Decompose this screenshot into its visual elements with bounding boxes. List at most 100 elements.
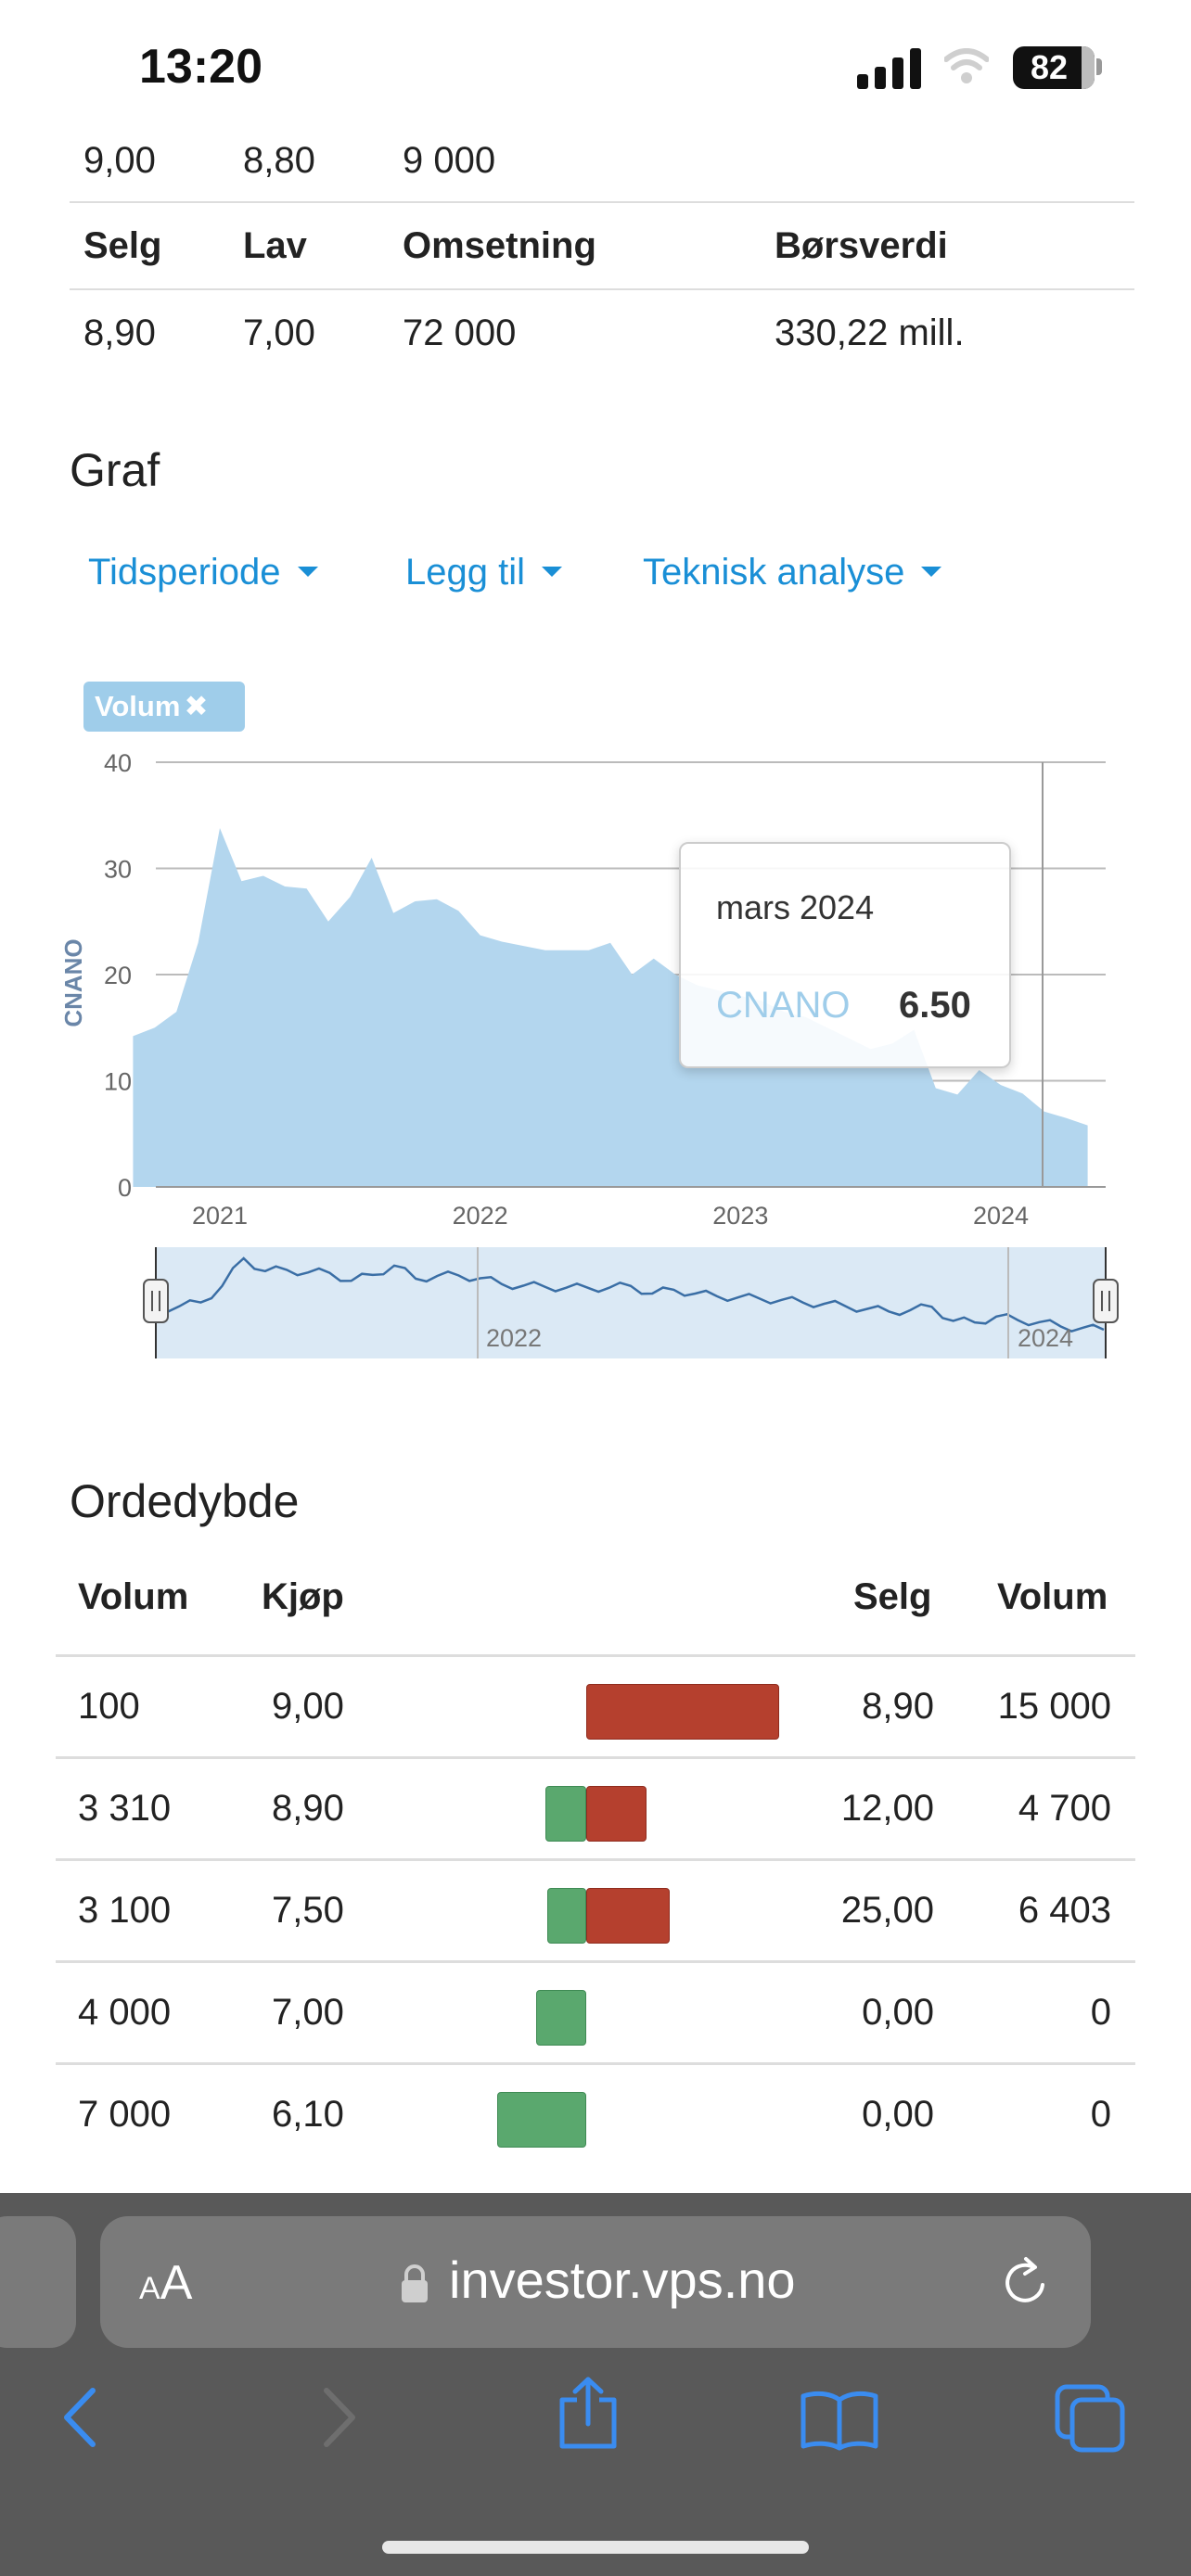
buy-price-cell: 6,10 [272, 2094, 344, 2135]
sell-depth-bar [586, 1786, 647, 1842]
x-tick-label: 2022 [453, 1202, 508, 1230]
buy-depth-bar [497, 2092, 586, 2148]
buy-volume-cell: 3 100 [78, 1890, 172, 1931]
y-tick-label: 30 [104, 856, 132, 884]
quote-value: 9,00 [83, 140, 156, 181]
buy-volume-cell: 100 [78, 1686, 140, 1727]
divider [70, 288, 1134, 290]
bookmarks-icon[interactable] [800, 2389, 879, 2452]
status-bar: 13:20 82 [0, 0, 1191, 139]
chart-axes: 2021 2022 2023 2024 [156, 1186, 1106, 1230]
buy-depth-bar [547, 1888, 586, 1944]
x-tick-label: 2023 [712, 1202, 768, 1230]
forward-icon[interactable] [315, 2385, 362, 2450]
orderbook-title: Ordedybde [70, 1475, 300, 1527]
buy-price-cell: 7,00 [272, 1992, 344, 2033]
graph-title: Graf [70, 444, 160, 496]
header-borsverdi: Børsverdi [775, 225, 948, 266]
sell-price-cell: 0,00 [862, 2094, 934, 2135]
header-sell: Selg [853, 1576, 932, 1617]
buy-price-cell: 8,90 [272, 1788, 344, 1829]
buy-depth-bar [545, 1786, 586, 1842]
close-icon[interactable]: ✖ [184, 690, 209, 722]
tooltip-date: mars 2024 [716, 888, 875, 926]
tooltip-value: 6.50 [899, 985, 971, 1026]
wifi-icon [944, 48, 989, 83]
dropdown-label: Teknisk analyse [643, 552, 905, 593]
dropdown-legg-til[interactable]: Legg til [405, 552, 562, 593]
tabs-icon[interactable] [1054, 2383, 1128, 2454]
previous-tab-preview[interactable] [0, 2216, 76, 2348]
sell-price-cell: 8,90 [862, 1686, 934, 1727]
caret-down-icon [541, 566, 562, 577]
chart-tooltip: mars 2024 CNANO 6.50 [679, 842, 1011, 1068]
navigator-right-handle[interactable] [1093, 1279, 1119, 1323]
price-chart[interactable]: 40 30 20 10 0 2021 2022 2023 2024 CNANO 2022 20… [0, 733, 1191, 1382]
buy-depth-bar [536, 1990, 586, 2046]
sell-volume-cell: 0 [1090, 1992, 1111, 2033]
quote-value: 7,00 [243, 312, 315, 353]
navigator-series [157, 1256, 1105, 1333]
divider [56, 2062, 1135, 2065]
sell-price-cell: 12,00 [840, 1788, 934, 1829]
header-lav: Lav [243, 225, 307, 266]
battery-level: 82 [1030, 48, 1069, 86]
quote-value: 330,22 mill. [775, 312, 965, 353]
buy-volume-cell: 7 000 [78, 2094, 172, 2135]
battery-icon: 82 [1013, 46, 1095, 89]
share-icon[interactable] [555, 2376, 621, 2450]
dropdown-teknisk-analyse[interactable]: Teknisk analyse [643, 552, 942, 593]
caret-down-icon [921, 566, 942, 577]
y-tick-label: 20 [104, 962, 132, 989]
tooltip-series: CNANO [716, 985, 851, 1026]
home-indicator [382, 2541, 809, 2554]
quote-value: 8,80 [243, 140, 315, 181]
back-icon[interactable] [58, 2385, 104, 2450]
y-axis-title: CNANO [59, 938, 87, 1027]
reload-icon[interactable] [998, 2253, 1054, 2313]
sell-volume-cell: 0 [1090, 2094, 1111, 2135]
url-text[interactable]: investor.vps.no [449, 2251, 796, 2309]
series-area-cnano [133, 828, 1088, 1187]
header-sell-volume: Volum [997, 1576, 1108, 1617]
clock: 13:20 [139, 40, 263, 94]
navigator-label: 2024 [1018, 1324, 1073, 1352]
quote-value: 9 000 [403, 140, 496, 181]
divider [56, 1654, 1135, 1657]
buy-price-cell: 7,50 [272, 1890, 344, 1931]
header-buy: Kjøp [262, 1576, 344, 1617]
quote-value: 8,90 [83, 312, 156, 353]
sell-volume-cell: 15 000 [997, 1686, 1111, 1727]
sell-volume-cell: 6 403 [1018, 1890, 1111, 1931]
caret-down-icon [297, 566, 318, 577]
x-tick-label: 2021 [192, 1202, 248, 1230]
y-tick-label: 40 [104, 749, 132, 777]
divider [56, 1858, 1135, 1861]
volume-tag[interactable]: Volum ✖ [83, 682, 245, 732]
dropdown-label: Tidsperiode [88, 552, 281, 593]
sell-price-cell: 25,00 [840, 1890, 934, 1931]
dropdown-tidsperiode[interactable]: Tidsperiode [88, 552, 318, 593]
quote-value: 72 000 [403, 312, 517, 353]
volume-tag-label: Volum [95, 690, 181, 722]
chart-area [133, 828, 1088, 1187]
buy-volume-cell: 3 310 [78, 1788, 172, 1829]
navigator-background [156, 1247, 1106, 1358]
sell-price-cell: 0,00 [862, 1992, 934, 2033]
sell-depth-bar [586, 1684, 779, 1740]
header-selg: Selg [83, 225, 162, 266]
reader-settings-button[interactable]: AA [139, 2256, 193, 2310]
address-bar[interactable] [100, 2216, 1091, 2348]
dropdown-label: Legg til [405, 552, 525, 593]
header-buy-volume: Volum [78, 1576, 189, 1617]
y-tick-label: 0 [118, 1174, 132, 1202]
lock-icon [402, 2264, 428, 2302]
x-tick-label: 2024 [973, 1202, 1029, 1230]
sell-volume-cell: 4 700 [1018, 1788, 1111, 1829]
navigator-left-handle[interactable] [143, 1279, 169, 1323]
divider [56, 1756, 1135, 1759]
y-tick-label: 10 [104, 1068, 132, 1096]
cellular-signal-icon [857, 48, 921, 89]
sell-depth-bar [586, 1888, 670, 1944]
divider [56, 1960, 1135, 1963]
